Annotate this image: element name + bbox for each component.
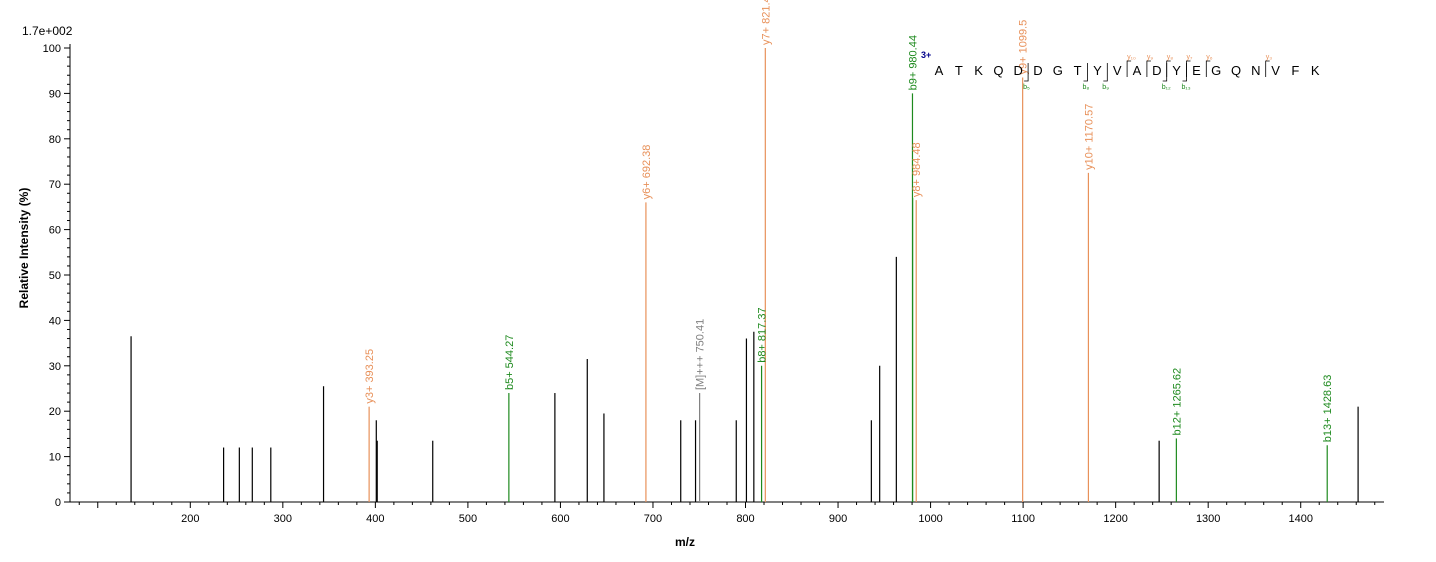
y-tick-label: 100 bbox=[43, 43, 61, 55]
b-fragment-label: b₅ bbox=[1023, 84, 1030, 91]
y-tick-label: 40 bbox=[49, 315, 61, 327]
y-fragment-label: y₇ bbox=[1187, 54, 1194, 61]
sequence-residue: Y bbox=[1093, 63, 1102, 78]
sequence-residue: A bbox=[1133, 63, 1142, 78]
b-fragment-label: b₁₂ bbox=[1162, 84, 1171, 91]
x-tick-label: 800 bbox=[736, 513, 754, 525]
y-fragment-label: y₃ bbox=[1266, 54, 1273, 61]
y-cleavage-mark bbox=[1146, 60, 1151, 77]
sequence-residue: D bbox=[1033, 63, 1042, 78]
x-tick-label: 700 bbox=[644, 513, 662, 525]
b-fragment-label: b₈ bbox=[1083, 84, 1090, 91]
peak-label: y7+ 821.41 bbox=[760, 0, 772, 45]
y-fragment-label: y₈ bbox=[1167, 54, 1174, 61]
y-cleavage-mark bbox=[1126, 60, 1132, 77]
sequence-residue: Q bbox=[993, 63, 1003, 78]
b-fragment-label: b₉ bbox=[1102, 84, 1109, 91]
x-tick-label: 1200 bbox=[1103, 513, 1127, 525]
b-fragment-label: b₁₃ bbox=[1182, 84, 1191, 91]
x-tick-label: 1100 bbox=[1011, 513, 1035, 525]
b-cleavage-mark bbox=[1024, 63, 1029, 82]
sequence-residue: D bbox=[1152, 63, 1161, 78]
y-cleavage-mark bbox=[1205, 60, 1211, 77]
x-tick-label: 1300 bbox=[1196, 513, 1220, 525]
sequence-residue: T bbox=[1074, 63, 1082, 78]
peak-label: y8+ 984.48 bbox=[911, 142, 923, 197]
x-tick-label: 600 bbox=[551, 513, 569, 525]
sequence-residue: T bbox=[955, 63, 963, 78]
y-tick-label: 80 bbox=[49, 134, 61, 146]
sequence-residue: D bbox=[1014, 63, 1023, 78]
sequence-residue: G bbox=[1053, 63, 1063, 78]
y-tick-label: 60 bbox=[49, 225, 61, 237]
y-fragment-label: y₁₀ bbox=[1127, 54, 1136, 61]
y-tick-label: 50 bbox=[49, 270, 61, 282]
x-tick-label: 200 bbox=[181, 513, 199, 525]
sequence-residue: E bbox=[1192, 63, 1201, 78]
y-tick-label: 30 bbox=[49, 361, 61, 373]
sequence-residue: K bbox=[974, 63, 983, 78]
sequence-residue: Y bbox=[1172, 63, 1181, 78]
sequence-residue: V bbox=[1113, 63, 1122, 78]
peak-label: b9+ 980.44 bbox=[907, 35, 919, 90]
b-cleavage-mark bbox=[1083, 63, 1088, 82]
peak-label: y6+ 692.38 bbox=[641, 145, 653, 200]
y-axis-title: Relative Intensity (%) bbox=[17, 188, 31, 309]
x-tick-label: 300 bbox=[274, 513, 292, 525]
x-tick-label: 400 bbox=[366, 513, 384, 525]
sequence-residue: Q bbox=[1231, 63, 1241, 78]
peak-label: b5+ 544.27 bbox=[504, 335, 516, 390]
x-tick-label: 1400 bbox=[1288, 513, 1312, 525]
y-tick-label: 70 bbox=[49, 179, 61, 191]
sequence-residue: A bbox=[935, 63, 944, 78]
peak-labels-layer: y3+ 393.25 b5+ 544.27 y6+ 692.38 [M]+++ 750… bbox=[364, 0, 1334, 442]
peak-label: y10+ 1170.57 bbox=[1083, 104, 1095, 170]
x-tick-label: 500 bbox=[459, 513, 477, 525]
sequence-residue: N bbox=[1251, 63, 1260, 78]
peak-label: b12+ 1265.62 bbox=[1171, 368, 1183, 436]
y-tick-label: 10 bbox=[49, 452, 61, 464]
sequence-residue: V bbox=[1271, 63, 1280, 78]
peak-label: [M]+++ 750.41 bbox=[695, 319, 707, 390]
charge-state: 3+ bbox=[921, 50, 931, 60]
y-cleavage-mark bbox=[1265, 60, 1270, 77]
x-tick-label: 900 bbox=[829, 513, 847, 525]
x-axis-title: m/z bbox=[675, 535, 695, 549]
sequence-residue: K bbox=[1311, 63, 1320, 78]
y-cleavage-mark bbox=[1186, 60, 1191, 77]
b-cleavage-mark bbox=[1162, 63, 1168, 82]
peaks-layer bbox=[130, 48, 1359, 502]
peak-label: y9+ 1099.5 bbox=[1018, 20, 1030, 75]
b-cleavage-mark bbox=[1103, 63, 1108, 82]
y-tick-label: 20 bbox=[49, 406, 61, 418]
axes: 200 300 400 500 600 700 800 900 1000 1100 1200 1300… bbox=[43, 43, 1384, 525]
intensity-scale-label: 1.7e+002 bbox=[22, 24, 73, 38]
x-tick-label: 1000 bbox=[918, 513, 942, 525]
y-tick-label: 0 bbox=[55, 497, 61, 509]
b-cleavage-mark bbox=[1182, 63, 1187, 82]
y-fragment-label: y₉ bbox=[1147, 54, 1154, 61]
y-cleavage-mark bbox=[1166, 60, 1171, 77]
sequence-residue: F bbox=[1291, 63, 1299, 78]
peak-label: b8+ 817.37 bbox=[757, 307, 769, 362]
peak-label: b13+ 1428.63 bbox=[1322, 375, 1334, 443]
sequence-residue: G bbox=[1211, 63, 1221, 78]
y-tick-label: 90 bbox=[49, 88, 61, 100]
peak-label: y3+ 393.25 bbox=[364, 349, 376, 404]
y-fragment-label: y₆ bbox=[1206, 54, 1213, 61]
